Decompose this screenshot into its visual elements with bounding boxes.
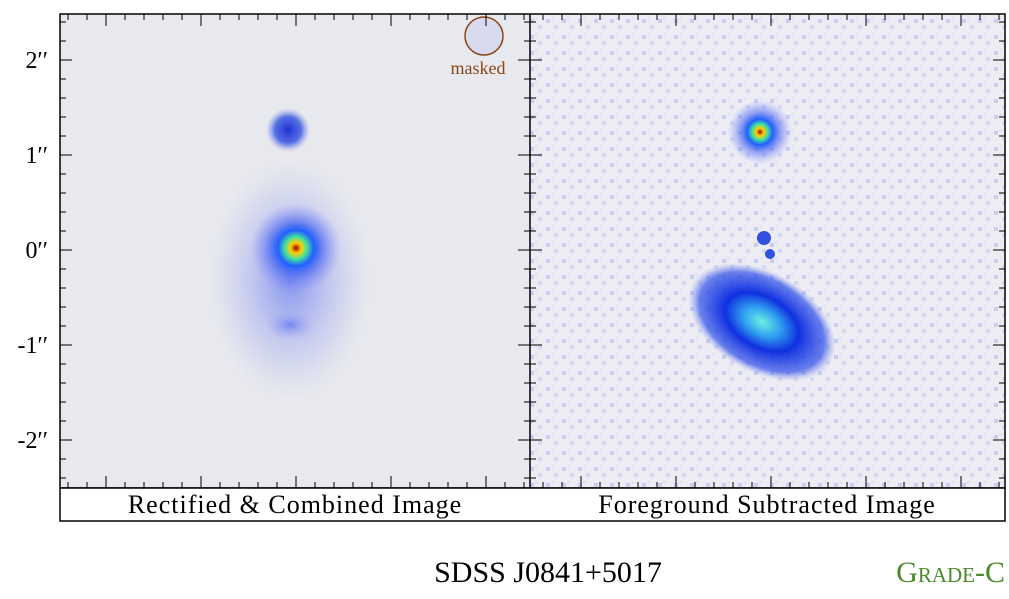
y-tick-label: -2′′ <box>18 428 49 454</box>
arc <box>265 310 315 340</box>
y-tick-label: 2′′ <box>26 48 49 74</box>
mask-circle <box>464 16 504 56</box>
panel-caption: Foreground Subtracted Image <box>598 490 935 519</box>
companion <box>266 108 310 152</box>
grade: Grade-C <box>896 556 1005 589</box>
companion-residual <box>728 100 792 164</box>
caption-box <box>59 487 1006 522</box>
galaxy-core <box>251 203 341 293</box>
ticks <box>60 14 1005 488</box>
panel-caption: Rectified & Combined Image <box>128 490 462 519</box>
lensed-arc <box>688 263 836 381</box>
knot <box>765 249 775 259</box>
mask-label: masked <box>451 58 506 78</box>
y-tick-label: 0′′ <box>26 238 49 264</box>
knot <box>757 231 771 245</box>
y-tick-label: 1′′ <box>26 143 49 169</box>
y-tick-label: -1′′ <box>18 333 49 359</box>
object-name: SDSS J0841+5017 <box>434 556 662 589</box>
